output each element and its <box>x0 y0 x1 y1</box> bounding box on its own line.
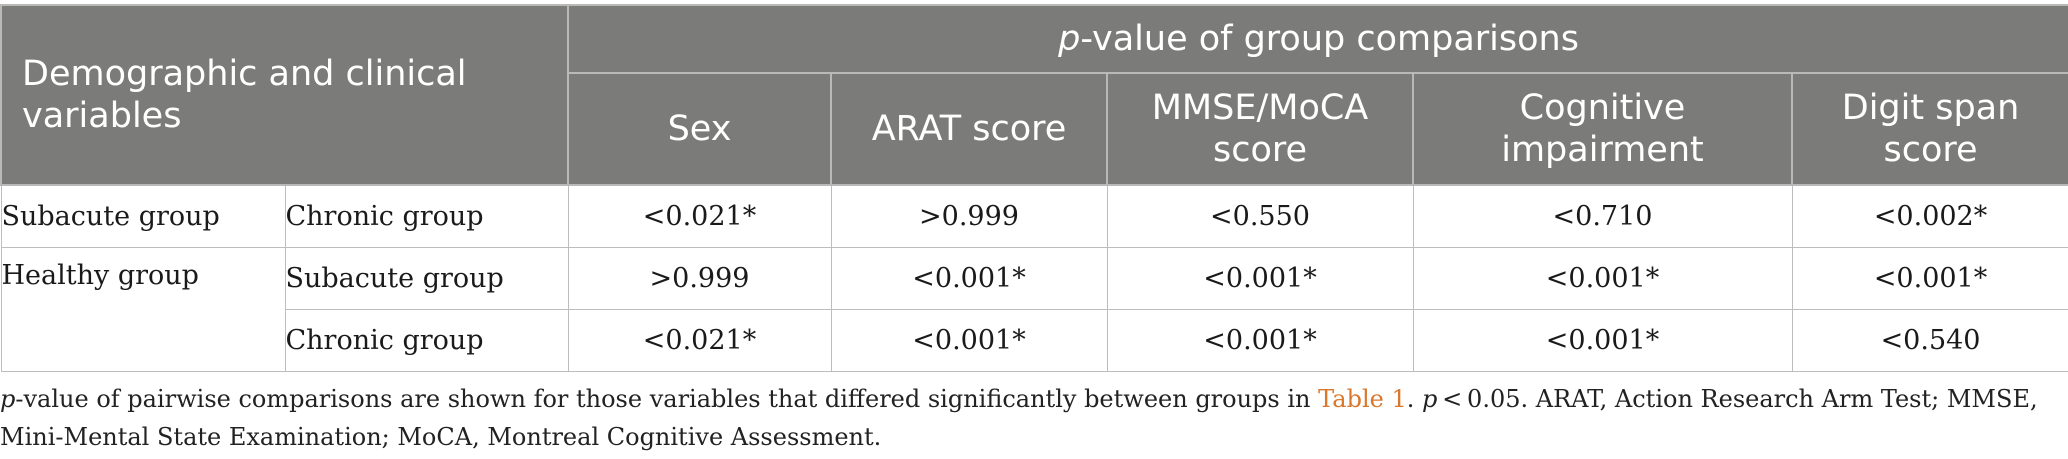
value-cell: <0.001* <box>1106 247 1414 310</box>
column-header-digit-span: Digit span score <box>1790 72 2068 186</box>
value-cell: <0.002* <box>1791 184 2068 248</box>
column-header-sex: Sex <box>567 72 832 186</box>
table-row: Healthy group Subacute group >0.999 <0.0… <box>0 247 2068 372</box>
value-cell: <0.021* <box>567 184 832 248</box>
group-header-label: -value of group comparisons <box>1080 19 1579 59</box>
column-header-arat: ARAT score <box>830 72 1108 186</box>
group-header-p: p <box>1058 19 1081 59</box>
column-header-cognitive-impairment: Cognitive impairment <box>1412 72 1793 186</box>
value-cell: <0.001* <box>830 247 1108 310</box>
header-row-2: Sex ARAT score MMSE/MoCA score Cognitive… <box>1 72 2068 186</box>
footnote-p-symbol: p <box>1421 385 1438 413</box>
value-cell: <0.001* <box>1791 247 2068 310</box>
footnote-text: -value of pairwise comparisons are shown… <box>15 385 1319 413</box>
table-1-link[interactable]: Table 1 <box>1318 385 1407 413</box>
group-b-cell: Chronic group <box>284 184 569 248</box>
group-b-cell: Chronic group <box>284 309 569 372</box>
value-cell: <0.021* <box>567 309 832 372</box>
table-footnote: p-value of pairwise comparisons are show… <box>0 380 2060 456</box>
value-cell: >0.999 <box>830 184 1108 248</box>
footnote-p-symbol: p <box>0 385 16 413</box>
group-header-cell: p-value of group comparisons <box>566 4 2068 74</box>
value-cell: <0.550 <box>1106 184 1414 248</box>
value-cell: <0.001* <box>1106 309 1414 372</box>
value-cell: >0.999 <box>567 247 832 310</box>
row-header-cell: Demographic and clinical variables <box>0 4 569 186</box>
value-cell: <0.001* <box>1412 309 1793 372</box>
table-row: Subacute group Chronic group <0.021* >0.… <box>0 184 2068 248</box>
table-row: Chronic group <0.021* <0.001* <0.001* <0… <box>1 309 2068 372</box>
row-header-label: Demographic and clinical variables <box>22 54 467 136</box>
value-cell: <0.540 <box>1791 309 2068 372</box>
value-cell: <0.710 <box>1412 184 1793 248</box>
footnote-text: . <box>1406 385 1422 413</box>
column-header-mmse-moca: MMSE/MoCA score <box>1106 72 1414 186</box>
group-b-cell: Subacute group <box>284 247 569 310</box>
value-cell: <0.001* <box>830 309 1108 372</box>
group-a-cell: Subacute group <box>0 184 286 248</box>
header-row-1: Demographic and clinical variables p-val… <box>0 4 2068 186</box>
footnote-text: < 0.05. ARAT, Action Research Arm Test; … <box>0 385 2038 451</box>
value-cell: <0.001* <box>1412 247 1793 310</box>
group-comparison-table: Demographic and clinical variables p-val… <box>0 4 2068 372</box>
group-a-cell: Healthy group <box>0 247 286 372</box>
